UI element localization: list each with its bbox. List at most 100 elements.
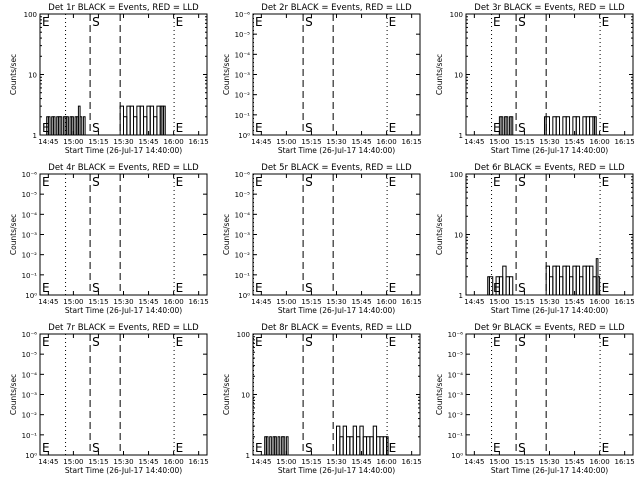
y-tick-label: 10⁻³	[22, 392, 38, 400]
panel-det-4r: Det 4r BLACK = Events, RED = LLD 10⁰ 10⁻¹ 1…	[9, 163, 209, 315]
series-bin	[52, 116, 56, 135]
event-marker-label: E	[42, 441, 50, 455]
series-bin	[153, 116, 158, 135]
panel-det-5r: Det 5r BLACK = Events, RED = LLD 10⁰ 10⁻¹ 1…	[222, 163, 422, 315]
x-tick-label: 15:45	[564, 298, 584, 306]
y-tick-label: 10⁻³	[235, 72, 251, 80]
series-bin	[349, 436, 354, 455]
event-marker-label: S	[518, 281, 526, 295]
event-marker-label: S	[518, 175, 526, 189]
x-tick-label: 15:30	[326, 138, 346, 146]
x-tick-label: 16:00	[164, 298, 184, 306]
y-tick-label: 10⁻⁵	[22, 351, 38, 359]
x-tick-label: 14:45	[464, 298, 484, 306]
series-bin	[66, 116, 69, 135]
series-bin	[149, 105, 155, 135]
x-tick-label: 15:15	[514, 458, 534, 466]
series-events	[264, 425, 389, 456]
series-bin	[352, 425, 358, 455]
x-tick-label: 15:15	[514, 298, 534, 306]
y-tick-label: 10⁰	[238, 292, 250, 300]
series-bin	[126, 105, 131, 135]
event-marker-label: S	[305, 175, 313, 189]
series-bin	[156, 105, 161, 135]
panel-title: Det 3r BLACK = Events, RED = LLD	[474, 3, 625, 13]
event-marker-label: S	[518, 335, 526, 349]
series-bin	[143, 116, 148, 135]
series-bin	[562, 116, 567, 135]
event-marker-label: E	[493, 441, 501, 455]
y-axis-label: Counts/sec	[9, 374, 18, 415]
event-marker-label: E	[602, 175, 610, 189]
x-tick-label: 15:30	[539, 138, 559, 146]
event-marker-label: E	[176, 335, 184, 349]
series-bin	[123, 116, 128, 135]
x-tick-label: 15:30	[539, 458, 559, 466]
y-tick-label: 10⁰	[451, 452, 463, 460]
y-tick-label: 10⁰	[25, 452, 37, 460]
y-tick-label: 10⁻²	[235, 92, 251, 100]
x-tick-label: 16:15	[615, 458, 635, 466]
x-axis-label: Start Time (26-Jul-17 14:40:00)	[65, 146, 182, 155]
x-tick-label: 16:15	[615, 298, 635, 306]
series-bin	[362, 436, 368, 455]
series-bin	[139, 105, 145, 135]
x-tick-label: 15:45	[351, 458, 371, 466]
series-bin	[265, 436, 269, 455]
y-tick-label: 10⁻³	[235, 232, 251, 240]
series-bin	[488, 276, 494, 295]
y-tick-label: 10⁰	[25, 292, 37, 300]
series-bin	[346, 436, 351, 455]
series-bin	[379, 436, 384, 455]
panel-title: Det 9r BLACK = Events, RED = LLD	[474, 323, 625, 333]
event-marker-label: E	[602, 281, 610, 295]
series-bin	[372, 425, 378, 455]
panel-title: Det 2r BLACK = Events, RED = LLD	[261, 3, 412, 13]
series-bin	[359, 425, 364, 455]
x-tick-label: 15:15	[301, 458, 321, 466]
panel-det-7r: Det 7r BLACK = Events, RED = LLD 10⁰ 10⁻¹ 1…	[9, 323, 209, 475]
event-marker-label: S	[92, 441, 100, 455]
y-tick-label: 10⁻⁵	[235, 191, 251, 199]
series-bin	[386, 436, 389, 455]
y-tick-label: 10⁻⁶	[22, 171, 38, 179]
x-tick-label: 15:00	[276, 458, 296, 466]
series-bin	[552, 116, 557, 135]
x-tick-label: 15:30	[113, 458, 133, 466]
y-tick-label: 10⁻¹	[22, 432, 38, 440]
y-tick-label: 1	[246, 452, 250, 460]
x-tick-label: 16:15	[402, 138, 422, 146]
y-tick-label: 10⁻¹	[235, 272, 251, 280]
event-marker-label: E	[255, 121, 263, 135]
x-tick-label: 14:45	[38, 298, 58, 306]
x-tick-label: 14:45	[38, 458, 58, 466]
y-tick-label: 1	[33, 132, 37, 140]
series-bin	[589, 116, 594, 135]
event-marker-label: E	[176, 441, 184, 455]
y-tick-label: 10⁻³	[448, 392, 464, 400]
x-axis-label: Start Time (26-Jul-17 14:40:00)	[278, 466, 395, 475]
event-marker-label: S	[305, 15, 313, 29]
x-tick-label: 15:45	[564, 138, 584, 146]
series-bin	[382, 436, 388, 455]
y-tick-label: 10⁰	[238, 132, 250, 140]
x-tick-label: 15:45	[564, 458, 584, 466]
y-axis-label: Counts/sec	[222, 214, 231, 255]
series-bin	[545, 116, 550, 135]
panel-det-8r: Det 8r BLACK = Events, RED = LLD 1 10 100 14…	[222, 323, 422, 475]
x-tick-label: 15:30	[113, 298, 133, 306]
y-tick-label: 100	[450, 11, 463, 19]
series-bin	[274, 436, 277, 455]
y-tick-label: 10⁻⁶	[448, 331, 464, 339]
series-bin	[285, 436, 289, 455]
y-tick-label: 10⁻⁵	[448, 351, 464, 359]
panel-det-9r: Det 9r BLACK = Events, RED = LLD 10⁰ 10⁻¹ 1…	[435, 323, 635, 475]
event-marker-label: E	[602, 121, 610, 135]
x-tick-label: 15:15	[301, 138, 321, 146]
event-marker-label: E	[255, 441, 263, 455]
y-axis-label: Counts/sec	[222, 54, 231, 95]
y-tick-label: 10⁻⁵	[235, 31, 251, 39]
series-bin	[575, 116, 581, 135]
series-bin	[582, 265, 587, 295]
event-marker-label: S	[305, 281, 313, 295]
